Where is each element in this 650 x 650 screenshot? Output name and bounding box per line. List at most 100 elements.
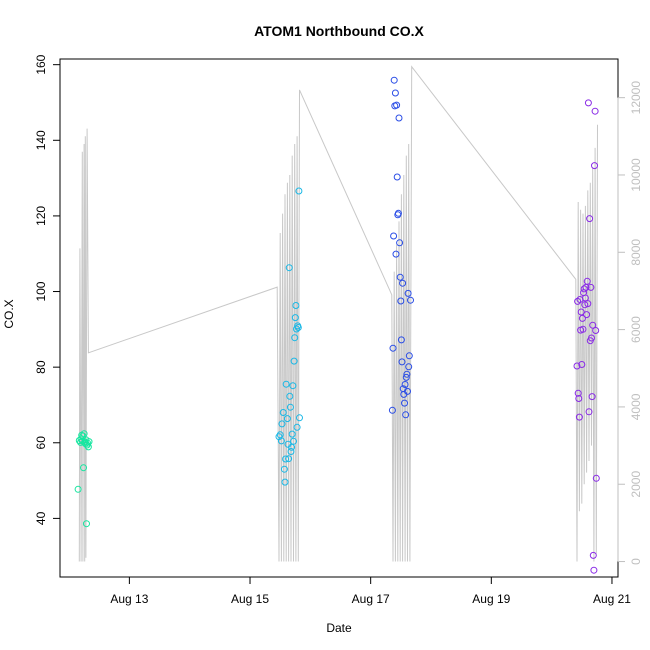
data-point (281, 478, 289, 486)
data-point (282, 380, 290, 388)
y-left-tick-label: 80 (34, 360, 48, 374)
y-right-tick-label: 10000 (629, 158, 643, 192)
data-point (396, 239, 404, 247)
data-point (586, 215, 594, 223)
data-point (592, 474, 600, 482)
x-axis-label: Date (326, 621, 352, 635)
data-point (286, 403, 294, 411)
data-point (402, 373, 410, 381)
data-point (407, 296, 414, 304)
data-point (391, 89, 399, 97)
y-left-tick-label: 160 (34, 54, 48, 74)
data-point (588, 334, 595, 342)
y-left-tick-label: 140 (34, 130, 48, 150)
y-left-tick-label: 100 (34, 281, 48, 301)
data-point (398, 358, 406, 366)
data-point (404, 289, 412, 297)
data-point (294, 324, 302, 331)
data-point (397, 336, 405, 344)
data-point (293, 423, 301, 431)
y-right-tick-label: 6000 (629, 316, 643, 343)
data-point (77, 438, 84, 446)
data-point (401, 399, 408, 407)
x-axis: Aug 13 Aug 15 Aug 17 Aug 19 Aug 21 (110, 576, 631, 606)
y-right-tick-label: 4000 (629, 393, 643, 420)
data-point (573, 362, 581, 370)
data-point (583, 311, 591, 319)
data-point (83, 520, 90, 528)
x-tick-label: Aug 19 (472, 592, 510, 606)
x-tick-label: Aug 21 (593, 592, 631, 606)
data-point (401, 381, 409, 388)
data-point (287, 448, 295, 455)
y-left-tick-label: 120 (34, 206, 48, 226)
data-point (591, 107, 599, 115)
y-right-tick-label: 8000 (629, 239, 643, 266)
data-point (583, 277, 591, 285)
data-point (403, 370, 411, 378)
data-point (283, 415, 291, 423)
data-point (580, 285, 588, 293)
data-point (291, 314, 299, 322)
data-point (288, 430, 296, 438)
data-point (295, 187, 303, 195)
data-point (277, 437, 285, 445)
data-point (399, 279, 407, 287)
data-point (84, 443, 92, 451)
data-point (585, 408, 593, 416)
data-point (282, 455, 290, 463)
y-right-tick-label: 2000 (629, 471, 643, 498)
data-point (578, 314, 586, 322)
data-point (405, 352, 413, 360)
data-point (285, 264, 293, 272)
x-tick-label: Aug 13 (110, 592, 148, 606)
data-point (584, 300, 592, 308)
data-point (575, 395, 583, 402)
x-tick-label: Aug 15 (231, 592, 269, 606)
data-point (296, 414, 303, 422)
data-point (84, 439, 92, 447)
data-point (395, 114, 403, 122)
data-point (405, 363, 413, 371)
data-point (285, 455, 293, 463)
data-point (392, 250, 400, 258)
data-point (390, 232, 398, 240)
data-point (574, 389, 582, 397)
data-point (589, 551, 597, 559)
data-point (588, 393, 596, 401)
data-point (581, 294, 589, 302)
secondary-series-line (78, 65, 598, 562)
data-point (280, 465, 288, 473)
data-point (589, 321, 597, 329)
data-point (290, 357, 298, 365)
y-axis-right: 0 2000 4000 6000 8000 10000 12000 (617, 81, 643, 565)
data-point (85, 438, 93, 446)
data-point (278, 420, 286, 428)
y-axis-label: CO.X (2, 299, 16, 328)
data-point (80, 464, 87, 472)
secondary-series (78, 65, 598, 562)
y-right-tick-label: 12000 (629, 81, 643, 115)
data-point (388, 406, 396, 414)
y-left-tick-label: 40 (34, 511, 48, 525)
data-point (292, 302, 300, 309)
data-point (396, 273, 404, 281)
data-point (575, 413, 583, 421)
x-tick-label: Aug 17 (352, 592, 390, 606)
data-point (74, 485, 82, 493)
data-point (279, 409, 287, 416)
data-point (393, 173, 401, 181)
data-point (389, 344, 397, 352)
data-point (394, 209, 402, 217)
data-point (390, 76, 398, 84)
data-point (289, 382, 297, 390)
data-point (578, 361, 586, 368)
data-point (579, 325, 587, 333)
data-point (291, 334, 299, 342)
data-point (584, 99, 592, 107)
chart-title: ATOM1 Northbound CO.X (254, 23, 424, 39)
data-point (592, 327, 600, 334)
data-point (591, 162, 598, 170)
data-point (290, 437, 297, 445)
